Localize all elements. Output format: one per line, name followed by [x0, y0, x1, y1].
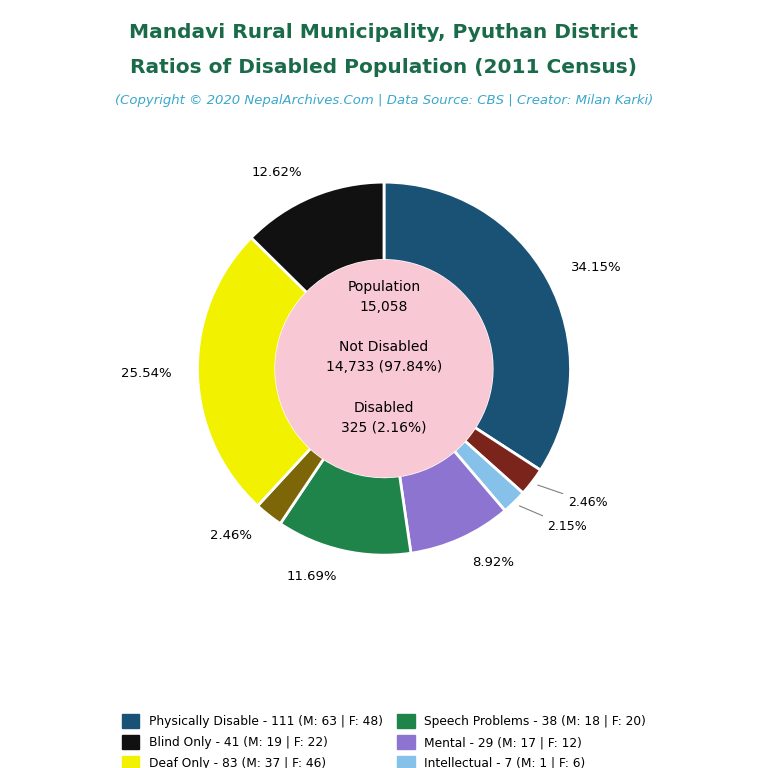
Text: Ratios of Disabled Population (2011 Census): Ratios of Disabled Population (2011 Cens…: [131, 58, 637, 77]
Text: 2.46%: 2.46%: [538, 485, 607, 508]
Circle shape: [276, 260, 492, 477]
Text: 2.46%: 2.46%: [210, 529, 253, 542]
Wedge shape: [257, 449, 324, 524]
Wedge shape: [399, 451, 505, 553]
Text: Population
15,058

Not Disabled
14,733 (97.84%)

Disabled
325 (2.16%): Population 15,058 Not Disabled 14,733 (9…: [326, 280, 442, 435]
Text: 12.62%: 12.62%: [251, 166, 302, 179]
Text: 8.92%: 8.92%: [472, 556, 514, 569]
Text: 34.15%: 34.15%: [571, 260, 621, 273]
Text: Mandavi Rural Municipality, Pyuthan District: Mandavi Rural Municipality, Pyuthan Dist…: [130, 23, 638, 42]
Wedge shape: [454, 441, 523, 511]
Wedge shape: [384, 182, 571, 470]
Text: 11.69%: 11.69%: [286, 570, 337, 583]
Text: (Copyright © 2020 NepalArchives.Com | Data Source: CBS | Creator: Milan Karki): (Copyright © 2020 NepalArchives.Com | Da…: [115, 94, 653, 107]
Wedge shape: [465, 428, 541, 493]
Text: 2.15%: 2.15%: [519, 506, 587, 533]
Wedge shape: [197, 238, 311, 506]
Wedge shape: [251, 182, 384, 293]
Wedge shape: [280, 458, 411, 555]
Legend: Physically Disable - 111 (M: 63 | F: 48), Blind Only - 41 (M: 19 | F: 22), Deaf : Physically Disable - 111 (M: 63 | F: 48)…: [122, 714, 646, 768]
Text: 25.54%: 25.54%: [121, 367, 171, 380]
